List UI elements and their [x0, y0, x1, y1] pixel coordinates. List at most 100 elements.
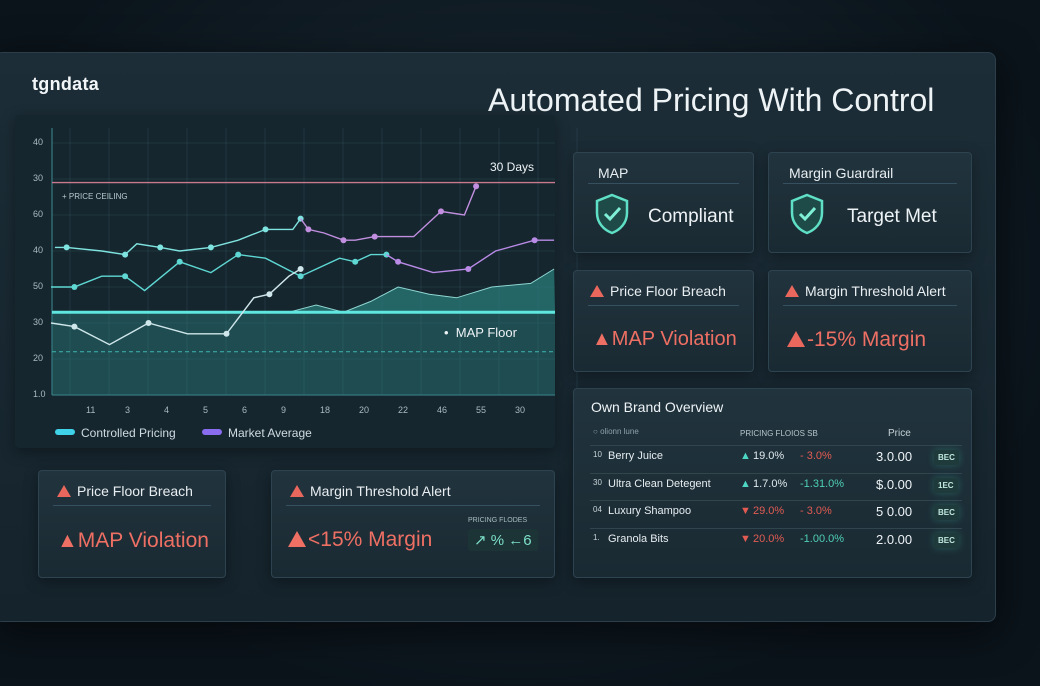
x-tick-label: 4 [164, 405, 170, 415]
data-point [340, 237, 347, 244]
data-point [122, 251, 129, 258]
data-point [297, 273, 304, 280]
data-point [71, 284, 78, 290]
legend-label: Market Average [228, 426, 312, 440]
legend-controlled-pricing[interactable]: Controlled Pricing [55, 426, 176, 440]
card-title: Margin Threshold Alert [290, 483, 451, 499]
x-tick-label: 22 [398, 405, 409, 415]
row-divider [590, 473, 962, 474]
price-value: 2.0.00 [876, 532, 913, 547]
legend-swatch [202, 429, 222, 435]
data-point [262, 226, 269, 233]
data-point [297, 266, 304, 272]
column-header-price[interactable]: Price [888, 428, 911, 439]
data-point [465, 266, 472, 272]
card-value: ▲MAP Violation [592, 328, 737, 350]
pricing-change: -1.31.0% [800, 478, 845, 490]
pricing-change: - 3.0% [800, 505, 832, 517]
product-name: Berry Juice [608, 450, 664, 462]
data-point [223, 330, 230, 337]
area-line [288, 268, 555, 313]
x-tick-label: 9 [281, 405, 287, 415]
card-title: MAP [598, 165, 629, 181]
map-status-card[interactable]: MAP Compliant [573, 152, 754, 253]
divider [783, 183, 957, 184]
x-tick-label: 46 [437, 405, 448, 415]
arrow-down-icon: ▼ [740, 533, 751, 545]
price-value: $.0.00 [876, 477, 913, 492]
row-divider [590, 500, 962, 501]
column-header-pricing[interactable]: PRICING FLOIOS SB [740, 429, 818, 438]
warning-icon [288, 531, 306, 547]
card-value: ▲MAP Violation [57, 529, 209, 552]
pricing-percent: 29.0% [753, 505, 785, 517]
mini-value: ↗ % ←6 [468, 529, 538, 551]
row-divider [590, 445, 962, 446]
column-header-name[interactable]: ○ olionn lune [593, 427, 639, 436]
data-point [371, 233, 378, 240]
row-badge[interactable]: BEC [934, 505, 959, 520]
data-point [531, 237, 538, 244]
y-tick-label: 60 [33, 209, 44, 219]
x-tick-label: 11 [86, 405, 96, 415]
legend-swatch [55, 429, 75, 435]
margin-guardrail-card[interactable]: Margin Guardrail Target Met [768, 152, 972, 253]
data-point [395, 258, 402, 265]
row-badge[interactable]: BEC [934, 450, 959, 465]
y-tick-label: 40 [33, 137, 44, 147]
data-point [473, 183, 480, 190]
y-tick-label: 50 [33, 281, 44, 291]
data-point [235, 251, 242, 258]
pricing-change: - 3.0% [800, 450, 832, 462]
card-value: Target Met [847, 206, 937, 227]
card-value: <15% Margin [288, 528, 432, 552]
data-point [266, 291, 273, 298]
area-series [288, 269, 555, 313]
ceiling-text: PRICE CEILING [68, 192, 128, 201]
x-tick-label: 6 [242, 405, 248, 415]
warning-icon [787, 331, 805, 347]
data-point [438, 208, 444, 215]
product-name: Granola Bits [608, 533, 669, 545]
pricing-change: -1.00.0% [800, 533, 845, 545]
legend-market-average[interactable]: Market Average [202, 426, 312, 440]
y-tick-label: 30 [33, 173, 44, 183]
price-floor-breach-card[interactable]: Price Floor Breach ▲MAP Violation [38, 470, 226, 578]
series-line-4 [50, 268, 301, 346]
pricing-percent: 19.0% [753, 450, 785, 462]
series-line-2 [51, 253, 387, 292]
map-floor-label: • MAP Floor [444, 325, 517, 340]
brand-logo: tgndata [32, 74, 100, 94]
x-tick-label: 30 [515, 405, 526, 415]
x-tick-label: 5 [203, 405, 209, 415]
data-point [71, 323, 78, 330]
margin-threshold-alert-card[interactable]: Margin Threshold Alert -15% Margin [768, 270, 972, 372]
card-value: -15% Margin [787, 328, 926, 352]
data-point [157, 244, 164, 251]
card-title: Margin Guardrail [789, 165, 894, 181]
period-label[interactable]: 30 Days [490, 160, 535, 174]
arrow-up-icon: ▲ [740, 450, 751, 462]
data-point [122, 273, 129, 280]
data-point [352, 258, 359, 265]
pricing-percent: 1.7.0% [753, 478, 788, 490]
divider [588, 305, 739, 306]
row-badge[interactable]: 1EC [934, 478, 958, 493]
warning-icon [590, 285, 604, 297]
margin-threshold-card[interactable]: Margin Threshold Alert <15% Margin PRICI… [271, 470, 555, 578]
pricing-chart-panel [15, 115, 555, 448]
x-tick-label: 20 [359, 405, 370, 415]
card-title: Price Floor Breach [590, 283, 726, 299]
divider [286, 505, 540, 506]
warning-icon [785, 285, 799, 297]
row-badge[interactable]: BEC [934, 533, 959, 548]
data-point [207, 244, 214, 251]
y-tick-label: 20 [33, 353, 44, 363]
price-floor-breach-alert-card[interactable]: Price Floor Breach ▲MAP Violation [573, 270, 754, 372]
data-point [63, 244, 70, 251]
row-rank: 30 [593, 478, 602, 487]
warning-icon [57, 485, 71, 497]
series-line-1 [300, 185, 477, 241]
card-title: Margin Threshold Alert [785, 283, 946, 299]
